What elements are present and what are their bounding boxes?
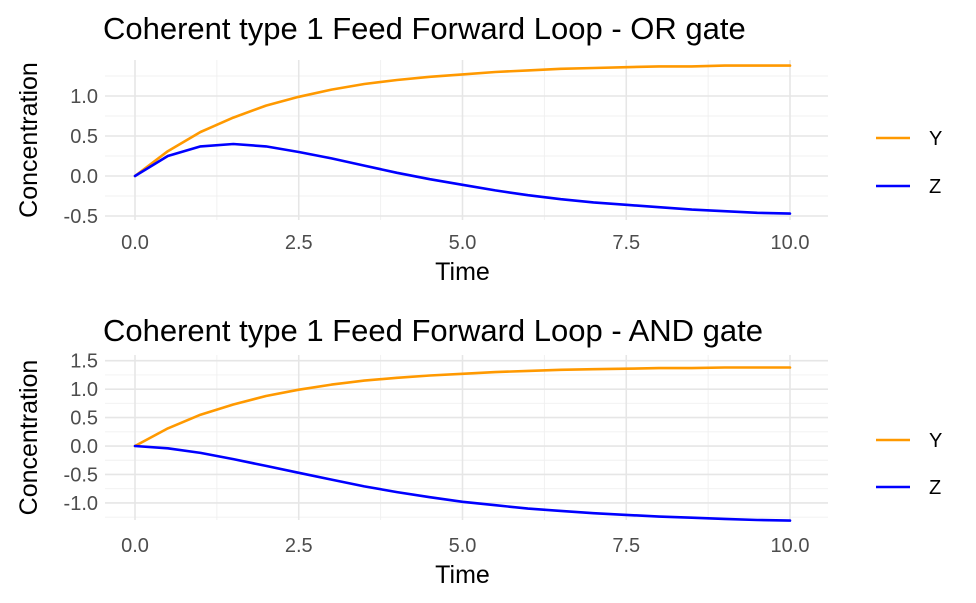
y-tick-label: 1.5 — [70, 351, 98, 373]
x-tick-label: 0.0 — [121, 535, 149, 557]
chart-title: Coherent type 1 Feed Forward Loop - OR g… — [103, 11, 746, 46]
legend-label-z: Z — [929, 477, 941, 499]
or-gate-chart: 0.0 2.5 5.0 7.5 10.0 -0.5 0.0 0.5 1.0 Coherent ty… — [15, 11, 942, 286]
x-tick-label: 7.5 — [612, 535, 640, 557]
y-tick-label: -0.5 — [64, 464, 98, 486]
x-tick-label: 7.5 — [612, 232, 640, 254]
y-tick-label: 0.0 — [70, 166, 98, 188]
x-axis-title: Time — [435, 258, 490, 286]
x-axis-title: Time — [435, 561, 490, 589]
x-tick-label: 10.0 — [771, 232, 810, 254]
x-tick-label: 2.5 — [285, 232, 313, 254]
y-tick-label: -1.0 — [64, 493, 98, 515]
x-tick-label: 0.0 — [121, 232, 149, 254]
x-tick-label: 10.0 — [771, 535, 810, 557]
y-tick-label: 0.5 — [70, 408, 98, 430]
legend-label-y: Y — [929, 430, 942, 452]
y-tick-label: 0.0 — [70, 436, 98, 458]
legend-label-y: Y — [929, 128, 942, 150]
y-tick-label: 1.0 — [70, 86, 98, 108]
y-axis-title: Concentration — [15, 62, 43, 218]
y-tick-label: -0.5 — [64, 206, 98, 228]
y-axis-title: Concentration — [15, 360, 43, 516]
series-line-y — [133, 366, 792, 448]
x-tick-label: 5.0 — [449, 535, 477, 557]
series-line-y — [133, 64, 792, 178]
y-tick-label: 1.0 — [70, 379, 98, 401]
y-tick-label: 0.5 — [70, 126, 98, 148]
x-tick-label: 5.0 — [449, 232, 477, 254]
chart-title: Coherent type 1 Feed Forward Loop - AND … — [103, 313, 763, 348]
series-line-z — [133, 142, 792, 215]
series-line-z — [133, 444, 792, 522]
legend-label-z: Z — [929, 176, 941, 198]
and-gate-chart: 0.0 2.5 5.0 7.5 10.0 -1.0 -0.5 0.0 0.5 1.0 1.5Cohe… — [15, 313, 942, 589]
x-tick-label: 2.5 — [285, 535, 313, 557]
